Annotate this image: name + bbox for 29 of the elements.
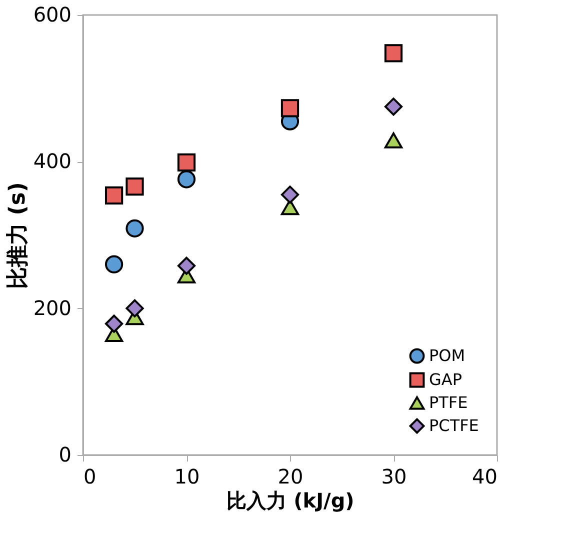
legend-label: GAP — [429, 370, 462, 389]
x-tick-label: 40 — [472, 464, 498, 488]
point — [280, 99, 300, 118]
x-axis-title: 比入力 (kJ/g) — [226, 488, 354, 512]
point — [177, 153, 196, 172]
legend-label: PTFE — [429, 393, 468, 412]
point — [177, 256, 196, 275]
point — [126, 299, 144, 318]
point — [126, 219, 144, 238]
point — [384, 98, 403, 116]
point — [384, 44, 403, 62]
point — [177, 170, 196, 188]
point — [104, 186, 124, 204]
y-tick-label: 400 — [33, 149, 72, 174]
y-axis-title: 比推力 (s) — [5, 182, 30, 289]
point — [384, 132, 403, 148]
x-tick-label: 20 — [278, 464, 304, 488]
point — [104, 255, 124, 274]
point — [104, 314, 124, 333]
point — [280, 186, 300, 204]
x-tick-label: 30 — [381, 464, 407, 488]
y-tick-label: 0 — [58, 442, 72, 466]
legend-label: POM — [429, 346, 466, 365]
x-tick-label: 10 — [174, 464, 200, 488]
point — [126, 178, 144, 196]
legend-label: PCTFE — [429, 416, 479, 435]
y-tick-label: 600 — [33, 2, 72, 26]
x-tick-label: 0 — [84, 464, 96, 488]
y-tick-label: 200 — [33, 296, 72, 320]
